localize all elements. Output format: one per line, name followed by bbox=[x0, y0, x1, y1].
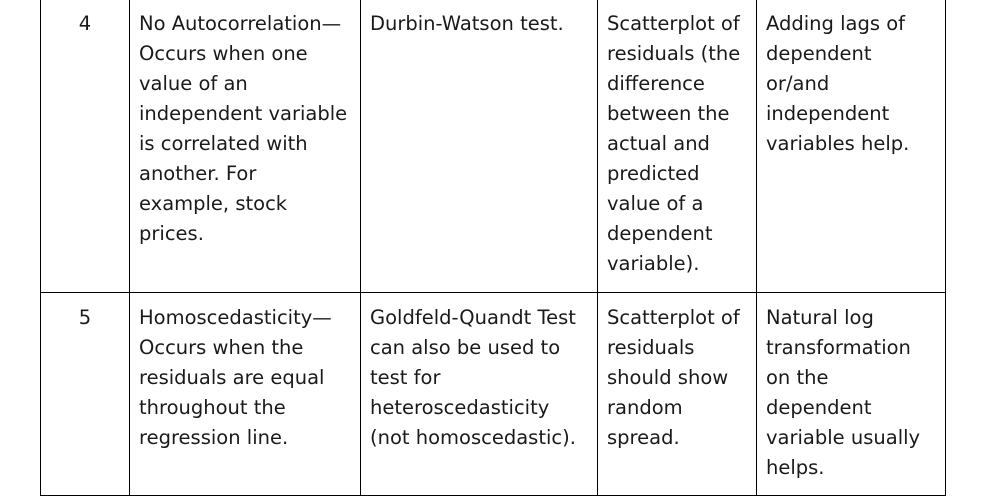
test-cell: Durbin-Watson test. bbox=[360, 0, 598, 293]
test-cell: Goldfeld-Quandt Test can also be used to… bbox=[360, 292, 598, 496]
row-number-cell: 4 bbox=[40, 0, 130, 293]
table-row: 5 Homoscedasticity—Occurs when the resid… bbox=[40, 292, 946, 496]
remedy-cell: Adding lags of dependent or/and independ… bbox=[756, 0, 946, 293]
plot-cell: Scatterplot of residuals should show ran… bbox=[597, 292, 757, 496]
row-number-cell: 5 bbox=[40, 292, 130, 496]
table-row: 4 No Autocorrelation—Occurs when one val… bbox=[40, 0, 946, 293]
plot-cell: Scatterplot of residuals (the difference… bbox=[597, 0, 757, 293]
remedy-cell: Natural log transformation on the depend… bbox=[756, 292, 946, 496]
assumption-cell: No Autocorrelation—Occurs when one value… bbox=[129, 0, 361, 293]
assumptions-table: 4 No Autocorrelation—Occurs when one val… bbox=[40, 0, 946, 496]
assumption-cell: Homoscedasticity—Occurs when the residua… bbox=[129, 292, 361, 496]
